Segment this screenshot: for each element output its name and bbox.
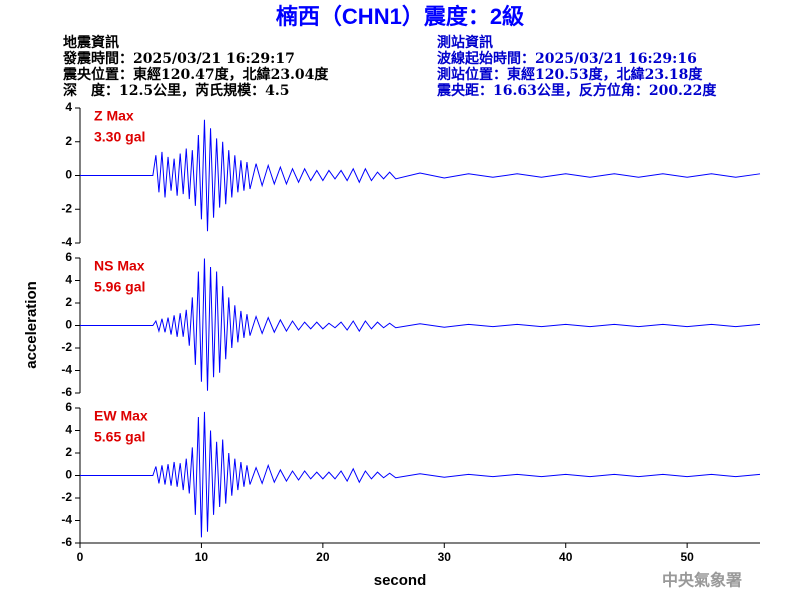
waveform xyxy=(80,258,761,391)
annotation: Z Max xyxy=(94,108,134,124)
station-info: 測站位置：東經120.53度，北緯23.18度 xyxy=(437,66,703,83)
event-info: 震央位置：東經120.47度，北緯23.04度 xyxy=(62,66,329,83)
annotation: EW Max xyxy=(94,408,148,424)
y-axis-label: acceleration xyxy=(23,281,40,369)
y-tick-label: 2 xyxy=(65,134,72,148)
station-info: 波線起始時間：2025/03/21 16:29:16 xyxy=(437,50,697,67)
x-tick-label: 10 xyxy=(195,550,209,564)
y-tick-label: -2 xyxy=(61,490,72,504)
title: 楠西（CHN1）震度：2級 xyxy=(276,4,524,29)
y-tick-label: 6 xyxy=(65,250,72,264)
y-tick-label: -6 xyxy=(61,385,72,399)
y-tick-label: 0 xyxy=(65,168,72,182)
y-tick-label: -2 xyxy=(61,201,72,215)
annotation: NS Max xyxy=(94,258,145,274)
x-tick-label: 20 xyxy=(316,550,330,564)
y-tick-label: -4 xyxy=(61,513,72,527)
y-tick-label: 4 xyxy=(65,273,72,287)
event-info: 發震時間：2025/03/21 16:29:17 xyxy=(62,50,295,67)
x-tick-label: 40 xyxy=(559,550,573,564)
x-tick-label: 50 xyxy=(680,550,694,564)
y-tick-label: 2 xyxy=(65,295,72,309)
max-label: 5.96 gal xyxy=(94,279,145,295)
x-axis-label: second xyxy=(374,572,427,589)
watermark: 中央氣象署 xyxy=(662,571,742,590)
y-tick-label: 4 xyxy=(65,423,72,437)
y-tick-label: 6 xyxy=(65,400,72,414)
y-tick-label: -4 xyxy=(61,235,72,249)
max-label: 5.65 gal xyxy=(94,429,145,445)
y-tick-label: -6 xyxy=(61,535,72,549)
waveform xyxy=(80,411,761,538)
y-tick-label: 0 xyxy=(65,318,72,332)
y-tick-label: 0 xyxy=(65,468,72,482)
x-tick-label: 30 xyxy=(438,550,452,564)
event-info: 深 度：12.5公里，芮氏規模：4.5 xyxy=(63,82,289,99)
y-tick-label: -4 xyxy=(61,363,72,377)
y-tick-label: 4 xyxy=(65,100,72,114)
x-tick-label: 0 xyxy=(77,550,84,564)
station-info: 震央距：16.63公里，反方位角：200.22度 xyxy=(436,82,717,99)
y-tick-label: 2 xyxy=(65,445,72,459)
station-info: 測站資訊 xyxy=(437,34,493,51)
y-tick-label: -2 xyxy=(61,340,72,354)
waveform xyxy=(80,119,761,232)
event-info: 地震資訊 xyxy=(63,34,119,51)
max-label: 3.30 gal xyxy=(94,129,145,145)
